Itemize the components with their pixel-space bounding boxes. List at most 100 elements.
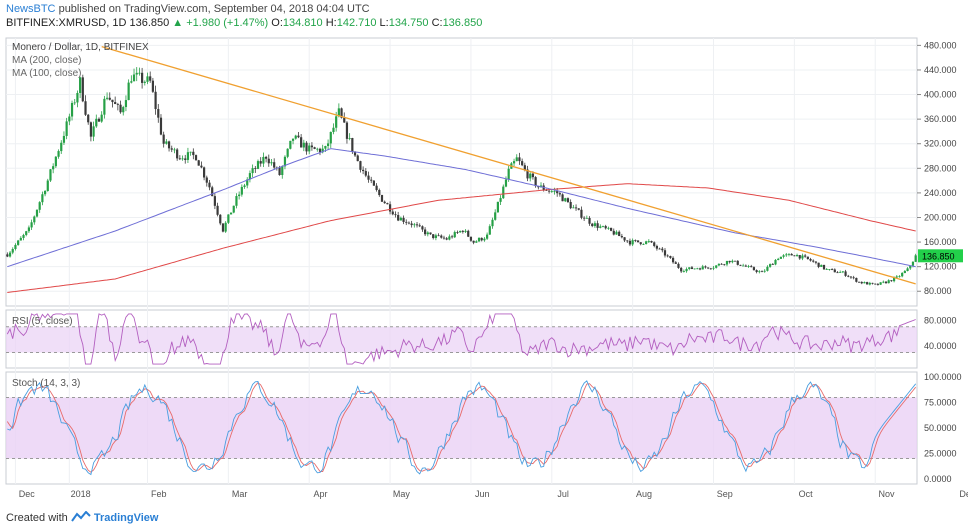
candle-body	[758, 271, 761, 273]
candle-body	[601, 226, 605, 227]
tradingview-brand[interactable]: TradingView	[93, 512, 159, 524]
candle-body	[723, 264, 726, 266]
candle-body	[677, 263, 680, 268]
candle-body	[424, 229, 427, 235]
candle-body	[564, 198, 567, 202]
rsi-title: RSI (5, close)	[12, 316, 73, 327]
candle-body	[585, 217, 588, 219]
candle-body	[914, 255, 917, 262]
published-text: published on TradingView.com, September …	[55, 3, 370, 15]
candle-body	[440, 235, 443, 238]
candle-body	[631, 240, 634, 245]
candle-body	[671, 257, 675, 263]
candle-body	[429, 232, 432, 235]
candle-body	[841, 271, 844, 273]
candle-body	[736, 260, 739, 265]
candle-body	[194, 155, 198, 161]
stoch-y-tick-label: 100.0000	[924, 372, 962, 382]
candle-body	[682, 271, 685, 272]
candle-body	[475, 241, 478, 243]
candle-body	[138, 72, 141, 74]
candle-body	[264, 156, 268, 159]
candle-body	[817, 262, 820, 267]
stoch-y-tick-label: 75.0000	[924, 398, 957, 408]
candle-body	[46, 180, 49, 192]
candle-body	[593, 223, 597, 227]
candle-body	[57, 151, 60, 157]
candle-body	[308, 145, 311, 152]
candle-body	[415, 224, 419, 226]
candle-body	[785, 254, 788, 256]
candle-body	[868, 282, 871, 285]
candle-body	[901, 272, 904, 277]
candle-body	[87, 114, 90, 123]
candle-body	[38, 202, 41, 210]
candle-body	[76, 92, 79, 103]
stoch-y-tick-label: 0.0000	[924, 474, 952, 484]
y-tick-label: 440.000	[924, 65, 957, 75]
candle-body	[100, 114, 103, 122]
candle-body	[483, 238, 486, 241]
candle-body	[321, 148, 324, 153]
candle-body	[291, 138, 295, 141]
candle-body	[165, 141, 168, 144]
candle-body	[116, 104, 119, 105]
candle-body	[297, 135, 300, 138]
candle-body	[537, 186, 540, 188]
candle-body	[809, 259, 812, 261]
candle-body	[709, 268, 712, 270]
candle-body	[715, 265, 718, 268]
candle-body	[464, 230, 467, 232]
candle-body	[60, 142, 63, 152]
change-up-icon: ▲	[172, 17, 184, 29]
candle-body	[442, 237, 446, 239]
candle-body	[609, 227, 613, 231]
x-tick-label: Apr	[314, 489, 328, 499]
candle-body	[461, 230, 464, 232]
candle-body	[728, 260, 731, 263]
candle-body	[496, 201, 499, 213]
candle-body	[801, 255, 804, 259]
candle-body	[725, 260, 729, 265]
candle-body	[326, 143, 330, 147]
x-tick-label: Feb	[151, 489, 167, 499]
candle-body	[855, 277, 858, 282]
candle-body	[545, 189, 548, 191]
candle-body	[405, 221, 408, 223]
candle-body	[480, 237, 483, 241]
candle-body	[653, 242, 656, 246]
publisher-name[interactable]: NewsBTC	[6, 3, 56, 15]
candle-body	[286, 148, 289, 157]
candle-body	[273, 162, 276, 168]
candle-body	[300, 137, 303, 148]
candle-body	[787, 253, 791, 255]
candle-body	[771, 264, 774, 265]
candle-body	[267, 158, 270, 164]
candle-body	[305, 142, 308, 152]
candle-body	[124, 100, 128, 108]
candle-body	[852, 277, 855, 279]
candle-body	[499, 198, 502, 202]
candle-body	[879, 282, 882, 285]
candle-body	[205, 177, 208, 183]
candle-body	[704, 266, 707, 268]
candle-body	[882, 281, 885, 283]
candle-body	[283, 156, 287, 167]
candle-body	[213, 196, 216, 206]
candle-body	[52, 166, 55, 170]
candle-body	[909, 265, 912, 269]
candle-body	[184, 158, 187, 160]
candle-body	[43, 191, 47, 195]
x-tick-label: 2018	[71, 489, 91, 499]
candle-body	[531, 173, 535, 178]
candle-body	[615, 231, 618, 235]
close-value: 136.850	[442, 17, 483, 29]
candle-body	[448, 236, 451, 240]
price-tag-label: 136.850	[922, 251, 955, 261]
candle-body	[421, 226, 424, 230]
candle-body	[337, 108, 340, 117]
candle-body	[254, 168, 257, 169]
candle-body	[348, 138, 351, 139]
candle-body	[863, 282, 866, 284]
